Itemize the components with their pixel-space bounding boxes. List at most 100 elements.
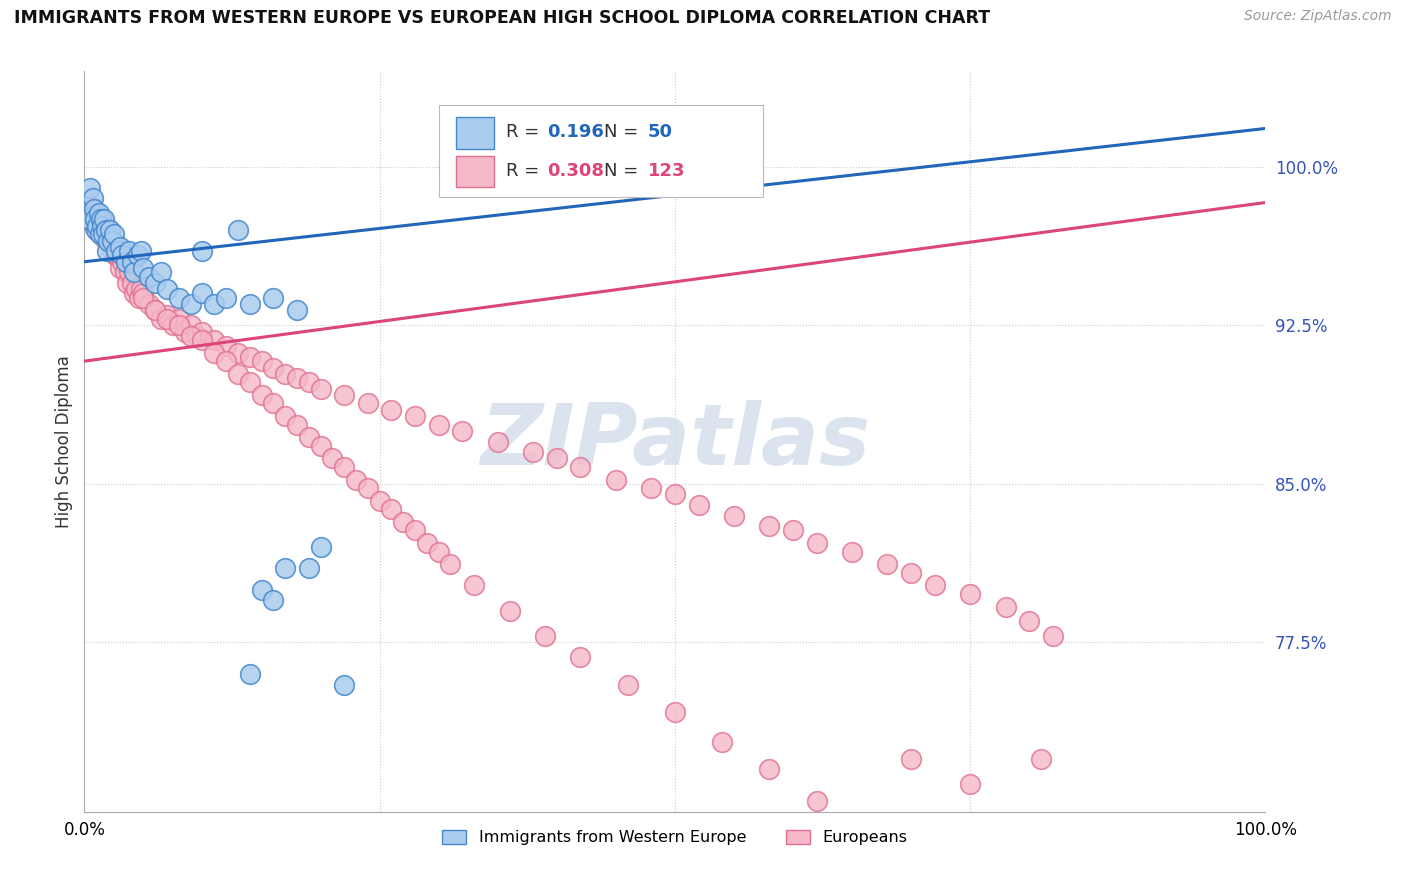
Point bbox=[125, 282, 148, 296]
Point bbox=[191, 286, 214, 301]
Point bbox=[605, 473, 627, 487]
Point bbox=[111, 254, 134, 268]
Point bbox=[180, 297, 202, 311]
Point bbox=[84, 212, 107, 227]
Point bbox=[782, 524, 804, 538]
Point bbox=[143, 276, 166, 290]
Point bbox=[404, 409, 426, 424]
Text: Source: ZipAtlas.com: Source: ZipAtlas.com bbox=[1244, 9, 1392, 23]
Point bbox=[250, 354, 273, 368]
Point bbox=[167, 291, 190, 305]
Point bbox=[806, 794, 828, 808]
Point bbox=[98, 231, 121, 245]
Point bbox=[122, 265, 145, 279]
Point bbox=[101, 234, 124, 248]
Point bbox=[333, 459, 356, 474]
Point bbox=[215, 339, 238, 353]
Point bbox=[150, 311, 173, 326]
Point bbox=[404, 524, 426, 538]
Point bbox=[121, 276, 143, 290]
Point bbox=[959, 777, 981, 791]
Point bbox=[569, 459, 592, 474]
Point bbox=[156, 308, 179, 322]
Point bbox=[333, 678, 356, 692]
Point bbox=[79, 180, 101, 194]
Point bbox=[688, 498, 710, 512]
Point bbox=[274, 367, 297, 381]
Point bbox=[191, 325, 214, 339]
Point bbox=[167, 318, 190, 333]
Point bbox=[143, 303, 166, 318]
Point bbox=[86, 219, 108, 233]
Point bbox=[132, 291, 155, 305]
Point bbox=[900, 752, 922, 766]
Point bbox=[226, 345, 249, 359]
Point bbox=[94, 219, 117, 233]
Point bbox=[380, 502, 402, 516]
Point bbox=[77, 212, 100, 227]
Point bbox=[664, 487, 686, 501]
Point bbox=[215, 354, 238, 368]
Point bbox=[309, 382, 332, 396]
Point bbox=[239, 667, 262, 681]
Point bbox=[89, 227, 111, 242]
Text: IMMIGRANTS FROM WESTERN EUROPE VS EUROPEAN HIGH SCHOOL DIPLOMA CORRELATION CHART: IMMIGRANTS FROM WESTERN EUROPE VS EUROPE… bbox=[14, 9, 990, 27]
Point bbox=[758, 519, 780, 533]
Point bbox=[298, 561, 321, 575]
Point bbox=[94, 223, 117, 237]
Point bbox=[250, 582, 273, 597]
Text: R =: R = bbox=[506, 123, 546, 141]
Point bbox=[121, 254, 143, 268]
Point bbox=[900, 566, 922, 580]
Point bbox=[262, 396, 284, 410]
Point bbox=[368, 493, 391, 508]
Point bbox=[1042, 629, 1064, 643]
Point bbox=[83, 219, 105, 233]
Point bbox=[202, 333, 225, 347]
Point bbox=[108, 240, 131, 254]
Point bbox=[111, 248, 134, 262]
Point bbox=[215, 291, 238, 305]
Text: N =: N = bbox=[605, 123, 644, 141]
Point bbox=[321, 451, 343, 466]
Point bbox=[91, 227, 114, 242]
Point bbox=[298, 376, 321, 390]
Point bbox=[309, 439, 332, 453]
Point bbox=[758, 763, 780, 777]
Point bbox=[640, 481, 662, 495]
FancyBboxPatch shape bbox=[439, 104, 763, 197]
Point bbox=[180, 318, 202, 333]
Point bbox=[534, 629, 557, 643]
Point bbox=[162, 318, 184, 333]
Text: 0.308: 0.308 bbox=[547, 161, 605, 179]
Point bbox=[569, 650, 592, 665]
Point bbox=[486, 434, 509, 449]
Point bbox=[80, 197, 103, 211]
Point bbox=[239, 297, 262, 311]
Text: N =: N = bbox=[605, 161, 644, 179]
Point bbox=[191, 333, 214, 347]
Point bbox=[285, 417, 308, 432]
Point bbox=[285, 371, 308, 385]
Point bbox=[298, 430, 321, 444]
Point bbox=[167, 311, 190, 326]
Point bbox=[202, 297, 225, 311]
Point bbox=[876, 558, 898, 572]
Point bbox=[924, 578, 946, 592]
Point bbox=[262, 291, 284, 305]
Point bbox=[344, 473, 367, 487]
Point bbox=[79, 206, 101, 220]
Point bbox=[333, 388, 356, 402]
Point bbox=[90, 227, 112, 242]
Point bbox=[82, 211, 104, 225]
Point bbox=[274, 561, 297, 575]
Point bbox=[841, 544, 863, 558]
Point bbox=[91, 223, 114, 237]
Point bbox=[392, 515, 415, 529]
Point bbox=[274, 409, 297, 424]
Point bbox=[84, 206, 107, 220]
Point bbox=[546, 451, 568, 466]
Point bbox=[239, 350, 262, 364]
Point bbox=[91, 212, 114, 227]
Point bbox=[522, 445, 544, 459]
